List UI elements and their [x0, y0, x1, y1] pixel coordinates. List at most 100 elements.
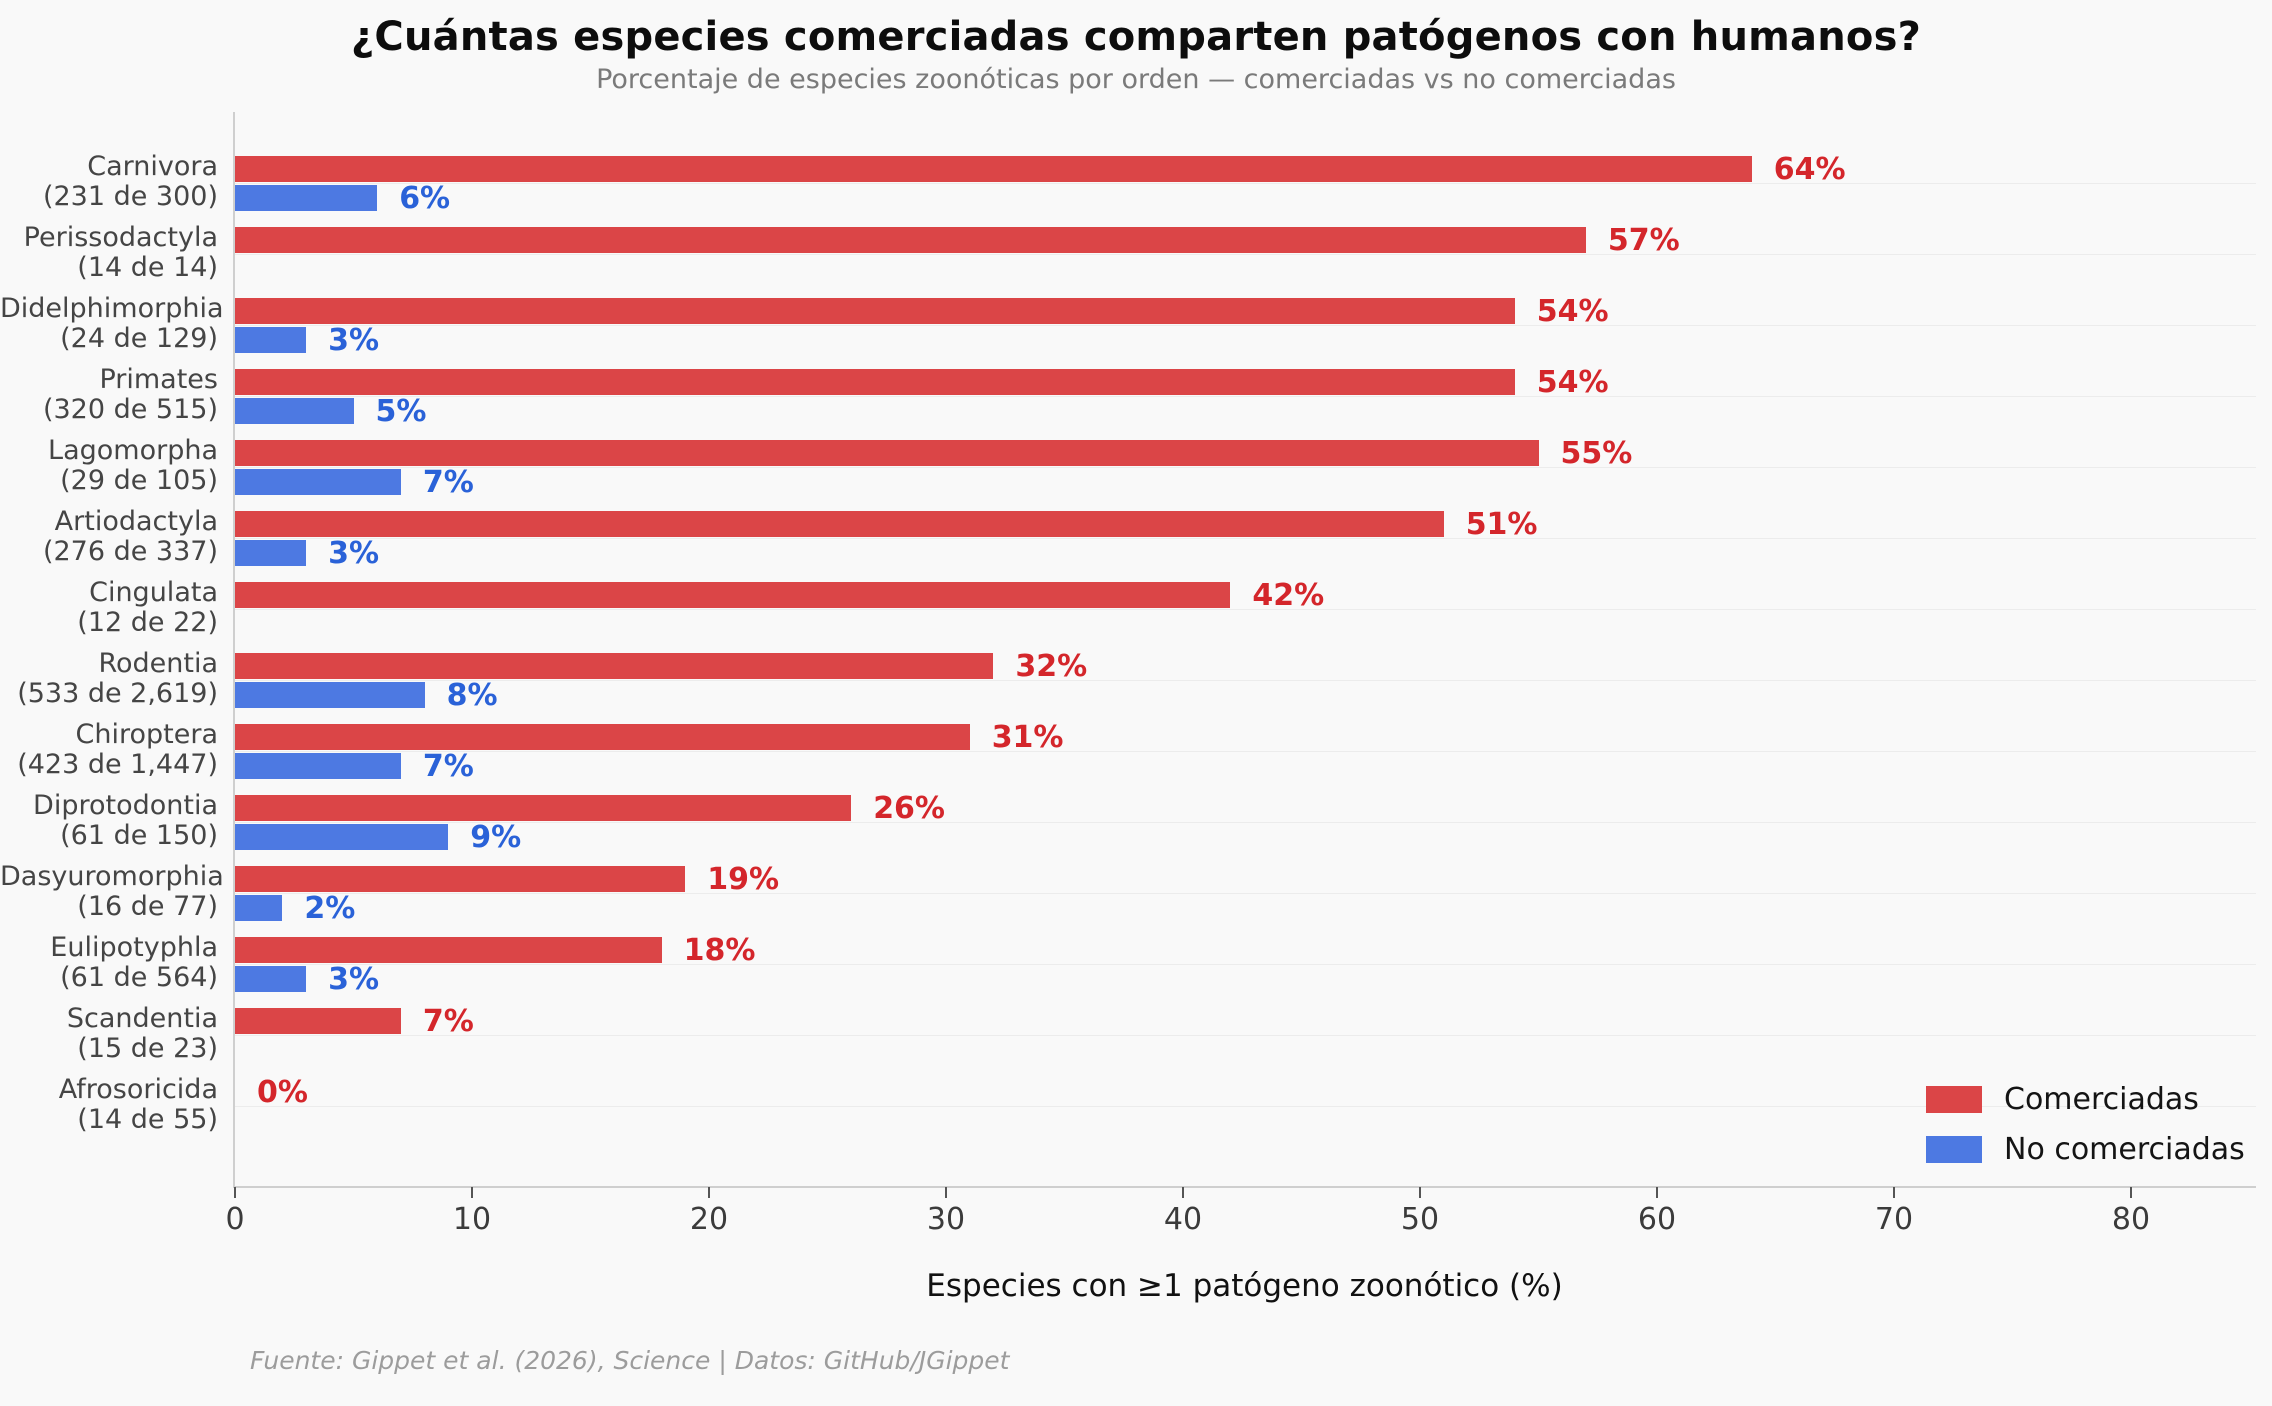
x-tick-mark [1656, 1187, 1658, 1198]
untraded-value-label: 7% [422, 749, 474, 784]
category-count: (14 de 55) [77, 1104, 218, 1135]
category-label: Rodentia (533 de 2,619) [0, 649, 218, 709]
untraded-value-label: 2% [304, 891, 356, 926]
row-gridline [235, 325, 2256, 326]
category-count: (61 de 150) [60, 820, 218, 851]
category-label: Primates (320 de 515) [0, 365, 218, 425]
x-tick-mark [1893, 1187, 1895, 1198]
legend-label-comerciadas: Comerciadas [2004, 1082, 2199, 1117]
x-tick-label: 20 [689, 1202, 729, 1237]
traded-bar [235, 511, 1444, 537]
category-order-name: Chiroptera [75, 719, 218, 750]
chart-title: ¿Cuántas especies comerciadas comparten … [351, 14, 1921, 60]
traded-bar [235, 1008, 401, 1034]
traded-bar [235, 937, 662, 963]
x-axis-line [233, 1186, 2256, 1188]
category-count: (320 de 515) [42, 394, 218, 425]
traded-value-label: 54% [1536, 365, 1609, 400]
x-tick-mark [2130, 1187, 2132, 1198]
category-label: Scandentia (15 de 23) [0, 1004, 218, 1064]
x-tick-label: 30 [926, 1202, 966, 1237]
legend-swatch-comerciadas [1926, 1086, 1982, 1113]
category-order-name: Carnivora [87, 151, 218, 182]
untraded-bar [235, 185, 378, 211]
traded-value-label: 51% [1465, 507, 1538, 542]
traded-value-label: 42% [1252, 578, 1325, 613]
legend-swatch-no-comerciadas [1926, 1136, 1982, 1163]
untraded-value-label: 6% [399, 181, 451, 216]
category-order-name: Lagomorpha [48, 435, 218, 466]
legend-item-comerciadas: Comerciadas [1926, 1082, 2245, 1117]
category-count: (231 de 300) [42, 181, 218, 212]
untraded-bar [235, 469, 401, 495]
traded-bar [235, 582, 1231, 608]
category-count: (16 de 77) [77, 891, 218, 922]
category-label: Artiodactyla (276 de 337) [0, 507, 218, 567]
untraded-bar [235, 966, 307, 992]
category-order-name: Diprotodontia [33, 790, 218, 821]
x-tick-label: 10 [452, 1202, 492, 1237]
traded-bar [235, 653, 994, 679]
untraded-value-label: 5% [375, 394, 427, 429]
x-tick-label: 80 [2111, 1202, 2151, 1237]
category-count: (533 de 2,619) [17, 678, 218, 709]
x-tick-mark [1182, 1187, 1184, 1198]
x-axis-title: Especies con ≥1 patógeno zoonótico (%) [926, 1268, 1563, 1304]
traded-bar [235, 795, 852, 821]
traded-value-label: 64% [1773, 152, 1846, 187]
traded-value-label: 55% [1560, 436, 1633, 471]
legend-item-no-comerciadas: No comerciadas [1926, 1132, 2245, 1167]
x-tick-label: 0 [225, 1202, 245, 1237]
untraded-bar [235, 682, 425, 708]
traded-value-label: 26% [873, 791, 945, 826]
row-gridline [235, 751, 2256, 752]
category-count: (61 de 564) [60, 962, 218, 993]
category-order-name: Scandentia [66, 1003, 218, 1034]
row-gridline [235, 609, 2256, 610]
category-label: Carnivora (231 de 300) [0, 152, 218, 212]
category-order-name: Dasyuromorphia [0, 861, 224, 892]
category-label: Dasyuromorphia (16 de 77) [0, 861, 224, 922]
category-count: (29 de 105) [60, 465, 218, 496]
legend-label-no-comerciadas: No comerciadas [2004, 1132, 2245, 1167]
x-tick-mark [945, 1187, 947, 1198]
category-label: Chiroptera (423 de 1,447) [0, 720, 218, 780]
traded-bar [235, 866, 686, 892]
chart-subtitle: Porcentaje de especies zoonóticas por or… [596, 64, 1676, 95]
untraded-bar [235, 753, 401, 779]
category-label: Didelphimorphia (24 de 129) [0, 293, 224, 354]
x-tick-label: 50 [1400, 1202, 1440, 1237]
traded-bar [235, 440, 1539, 466]
traded-value-label: 18% [683, 933, 756, 968]
category-count: (423 de 1,447) [17, 749, 218, 780]
x-tick-label: 60 [1637, 1202, 1677, 1237]
category-order-name: Didelphimorphia [0, 293, 224, 324]
x-tick-mark [234, 1187, 236, 1198]
untraded-value-label: 9% [470, 820, 522, 855]
traded-value-label: 32% [1015, 649, 1088, 684]
category-label: Diprotodontia (61 de 150) [0, 791, 218, 851]
category-label: Lagomorpha (29 de 105) [0, 436, 218, 496]
category-count: (276 de 337) [42, 536, 218, 567]
row-gridline [235, 964, 2256, 965]
untraded-value-label: 3% [328, 962, 380, 997]
category-count: (15 de 23) [77, 1033, 218, 1064]
category-count: (14 de 14) [77, 252, 218, 283]
category-order-name: Primates [99, 364, 218, 395]
traded-value-label: 54% [1536, 294, 1609, 329]
traded-bar [235, 227, 1586, 253]
category-order-name: Perissodactyla [23, 222, 218, 253]
untraded-bar [235, 327, 307, 353]
row-gridline [235, 893, 2256, 894]
category-count: (12 de 22) [77, 607, 218, 638]
category-label: Eulipotyphla (61 de 564) [0, 933, 218, 993]
category-order-name: Afrosoricida [58, 1074, 218, 1105]
traded-bar [235, 724, 970, 750]
row-gridline [235, 538, 2256, 539]
category-order-name: Rodentia [98, 648, 218, 679]
row-gridline [235, 396, 2256, 397]
traded-value-label: 57% [1607, 223, 1680, 258]
traded-bar [235, 369, 1515, 395]
